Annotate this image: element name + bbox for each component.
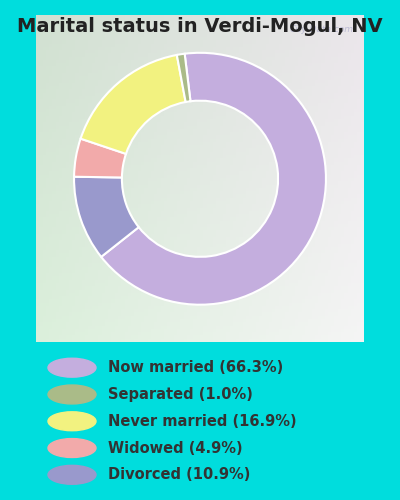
- Circle shape: [48, 466, 96, 484]
- Wedge shape: [177, 54, 190, 102]
- Circle shape: [48, 412, 96, 430]
- Wedge shape: [101, 53, 326, 304]
- Circle shape: [48, 438, 96, 458]
- Text: Separated (1.0%): Separated (1.0%): [108, 387, 253, 402]
- Text: City-Data.com: City-Data.com: [290, 25, 354, 34]
- Wedge shape: [74, 176, 139, 257]
- Wedge shape: [80, 55, 186, 154]
- Text: Divorced (10.9%): Divorced (10.9%): [108, 468, 250, 482]
- Wedge shape: [74, 138, 126, 177]
- Text: Widowed (4.9%): Widowed (4.9%): [108, 440, 243, 456]
- Text: Now married (66.3%): Now married (66.3%): [108, 360, 283, 375]
- Circle shape: [48, 358, 96, 377]
- Circle shape: [48, 385, 96, 404]
- Text: Never married (16.9%): Never married (16.9%): [108, 414, 297, 428]
- Text: Marital status in Verdi-Mogul, NV: Marital status in Verdi-Mogul, NV: [17, 16, 383, 36]
